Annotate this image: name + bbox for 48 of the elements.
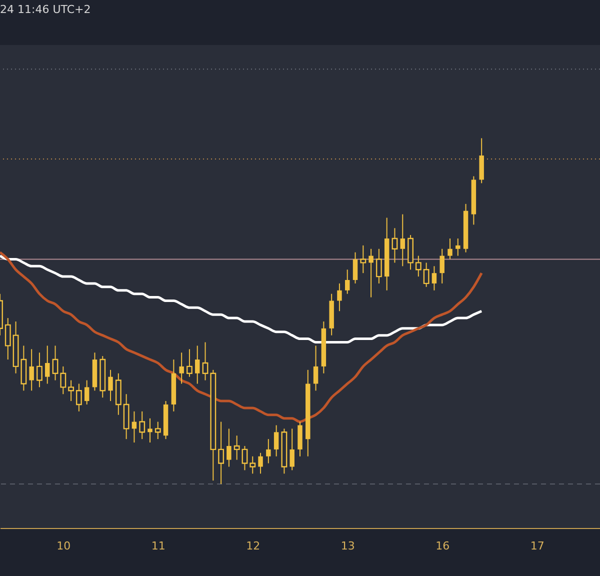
candlestick — [52, 345, 58, 381]
candlestick — [392, 228, 398, 264]
candlestick — [313, 345, 318, 392]
candlestick — [60, 366, 66, 395]
candlestick — [68, 380, 74, 402]
candlestick — [440, 248, 444, 284]
candlestick — [36, 352, 42, 388]
candlestick — [423, 262, 430, 288]
candlestick — [154, 421, 161, 440]
candlestick — [76, 383, 82, 412]
candlestick — [432, 266, 437, 291]
candlestick — [108, 369, 113, 402]
candlestick — [368, 248, 374, 298]
candlestick — [448, 238, 452, 260]
candlestick — [195, 345, 200, 384]
x-tick-label: 16 — [436, 540, 450, 552]
x-tick-label: 12 — [246, 540, 260, 552]
candlestick — [242, 445, 248, 471]
candlestick — [234, 435, 240, 460]
text: 24 11:46 UTC+2 — [0, 3, 91, 16]
x-tick-label: 13 — [340, 540, 355, 552]
candlestick — [352, 252, 358, 284]
candlestick — [4, 318, 11, 360]
candlestick — [258, 452, 263, 474]
candlestick — [29, 348, 34, 392]
candlestick — [400, 214, 405, 267]
candlestick — [250, 456, 256, 474]
x-tick-label: 17 — [530, 540, 544, 552]
candlestick — [218, 421, 224, 485]
candlestick — [266, 438, 271, 464]
candlestick — [226, 428, 232, 468]
candlestick — [376, 248, 382, 284]
candlestick — [84, 380, 90, 405]
candlestick — [202, 342, 208, 381]
candlestick — [337, 282, 342, 312]
candlestick — [456, 238, 460, 256]
candlestick — [360, 244, 366, 274]
candlestick — [345, 269, 350, 294]
candlestick — [45, 345, 50, 384]
candlestick — [179, 352, 184, 384]
candlestick — [415, 255, 422, 278]
x-tick-label: 11 — [151, 540, 166, 552]
candlestick — [274, 424, 279, 457]
candlestick — [186, 348, 192, 378]
candlestick — [148, 418, 152, 444]
candlestick — [139, 410, 146, 440]
candlestick — [290, 428, 294, 471]
x-tick-label: 10 — [56, 540, 71, 552]
